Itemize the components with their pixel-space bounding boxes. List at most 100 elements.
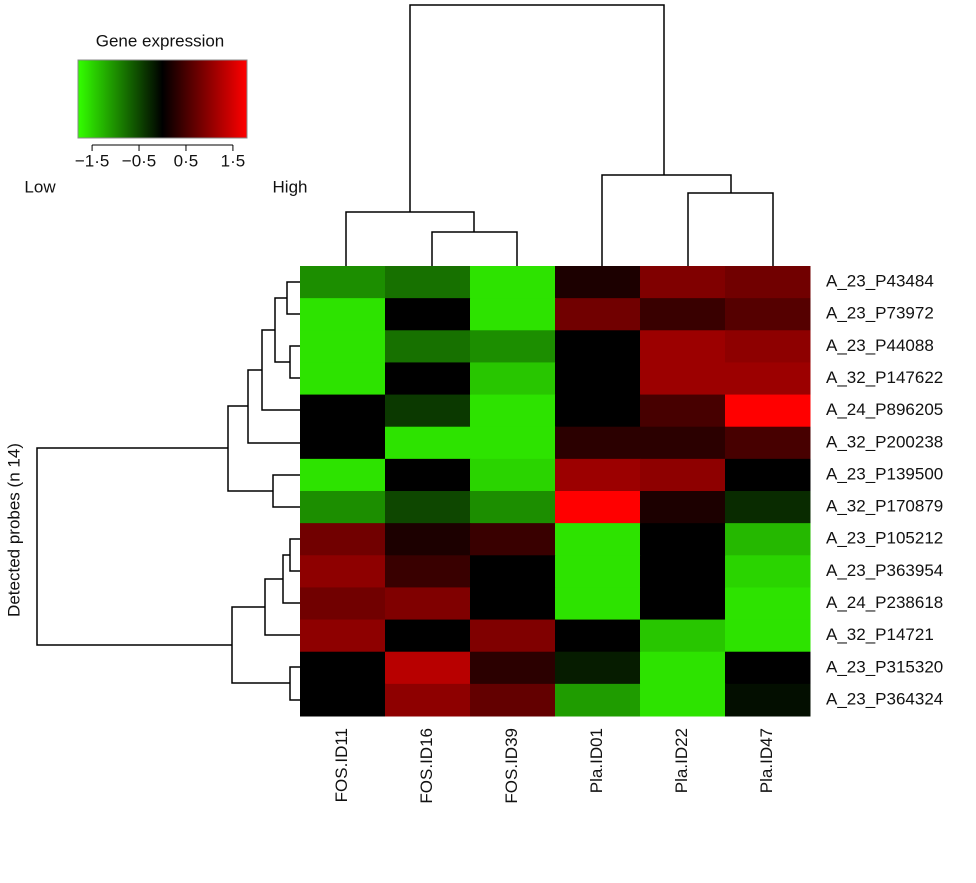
heatmap-cell [725,683,811,717]
heatmap-cell [470,491,556,524]
heatmap-cell [470,523,556,556]
heatmap-cell [385,394,471,428]
heatmap-cell [385,426,471,460]
colorbar-tick-label: −1·5 [75,151,110,170]
heatmap-cell [470,426,556,460]
heatmap-cell [385,587,471,621]
row-label: A_23_P105212 [826,529,943,548]
row-label: A_23_P73972 [826,304,934,323]
heatmap-cell [640,523,726,556]
column-label: Pla.ID01 [587,728,606,793]
heatmap-cell [385,523,471,556]
heatmap-cell [725,426,811,460]
heatmap-cell [640,683,726,717]
heatmap-cell [300,394,386,428]
heatmap-cell [470,555,556,588]
column-label: FOS.ID11 [332,728,351,802]
heatmap-cell [555,394,641,428]
colorbar-tick-label: 0·5 [174,151,199,170]
row-label: A_23_P43484 [826,272,934,291]
heatmap-cell [555,491,641,524]
row-label: A_23_P139500 [826,464,943,483]
heatmap-cell [470,587,556,621]
colorbar [77,59,248,139]
heatmap-cell [640,555,726,588]
heatmap-cell [470,619,556,653]
heatmap-cell [555,298,641,331]
heatmap-cell [640,587,726,621]
heatmap-cell [470,266,556,299]
heatmap-cell [470,394,556,428]
column-label: FOS.ID16 [417,728,436,804]
heatmap-cell [385,651,471,685]
heatmap-cell [300,426,386,460]
heatmap-cell [555,362,641,396]
heatmap-cell [725,266,811,299]
heatmap-cell [300,683,386,717]
heatmap-cell [385,298,471,331]
heatmap-cell [640,298,726,331]
heatmap-cell [300,619,386,653]
heatmap-cell [640,458,726,492]
heatmap-cell [300,266,386,299]
heatmap-cell [555,266,641,299]
heatmap-cell [470,298,556,331]
column-dendrogram [345,4,774,266]
heatmap-cell [640,362,726,396]
heatmap-cell [555,651,641,685]
heatmap-cell [385,330,471,363]
heatmap-cell [640,266,726,299]
heatmap-cell [640,619,726,653]
heatmap-cell [300,362,386,396]
heatmap-cell [725,587,811,621]
colorbar-tick-label: −0·5 [122,151,157,170]
heatmap-cell [300,330,386,363]
heatmap-cell [725,362,811,396]
heatmap-cell [385,266,471,299]
row-label: A_24_P896205 [826,400,943,419]
heatmap-cell [555,587,641,621]
heatmap-cell [725,298,811,331]
heatmap-cell [300,555,386,588]
heatmap-cell [640,651,726,685]
heatmap-cell [725,458,811,492]
heatmap-cell [385,619,471,653]
heatmap-cell [385,458,471,492]
heatmap-cell [555,330,641,363]
heatmap-cell [640,330,726,363]
heatmap-cell [300,523,386,556]
heatmap-cell [385,555,471,588]
row-label: A_23_P363954 [826,561,943,580]
heatmap-cell [300,587,386,621]
heatmap-cell [470,651,556,685]
heatmap-cell [300,491,386,524]
heatmap-cell [725,491,811,524]
heatmap-cell [385,491,471,524]
row-label: A_24_P238618 [826,593,943,612]
heatmap-cell [385,683,471,717]
colorbar-tick-label: 1·5 [221,151,246,170]
heatmap-cell [725,330,811,363]
heatmap-cell [555,683,641,717]
row-label: A_23_P315320 [826,657,943,676]
heatmap-cell [640,426,726,460]
heatmap-cell [300,298,386,331]
row-label: A_32_P147622 [826,368,943,387]
heatmap-cell [470,362,556,396]
heatmap-cell [640,394,726,428]
heatmap-cell [470,458,556,492]
y-axis-label: Detected probes (n 14) [4,443,23,617]
low-label: Low [24,177,56,196]
row-label: A_32_P200238 [826,432,943,451]
heatmap-cell [300,651,386,685]
heatmap-cell [470,683,556,717]
heatmap-cell [555,619,641,653]
heatmap-cell [385,362,471,396]
heatmap-cell [555,523,641,556]
row-label: A_32_P14721 [826,625,934,644]
heatmap-cell [555,426,641,460]
column-label: FOS.ID39 [502,728,521,804]
column-label: Pla.ID47 [757,728,776,793]
heatmap-cell [725,555,811,588]
colorbar-title: Gene expression [96,31,225,50]
